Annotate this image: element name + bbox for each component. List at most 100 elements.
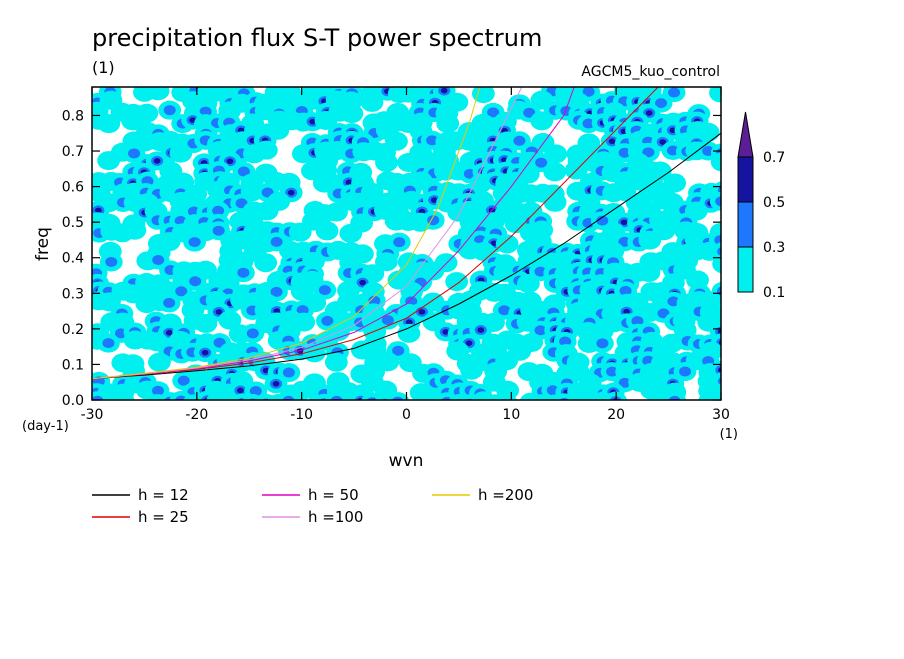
spectrum-cell <box>710 152 721 172</box>
spectrum-cell <box>718 340 721 346</box>
spectrum-cell <box>282 395 295 400</box>
spectrum-cell <box>123 220 147 240</box>
spectrum-cell <box>460 360 483 380</box>
spectrum-cell <box>568 390 592 400</box>
spectrum-cell <box>146 87 170 101</box>
y-tick-label: 0.6 <box>62 180 84 196</box>
spectrum-cell <box>249 401 256 407</box>
spectrum-cell <box>111 391 135 400</box>
spectrum-cell <box>189 117 197 123</box>
series-line-1 <box>92 87 659 380</box>
spectrum-cell <box>262 367 270 374</box>
spectrum-cell <box>623 308 630 315</box>
spectrum-cell <box>324 352 348 372</box>
spectrum-cell <box>206 392 229 400</box>
spectrum-cell <box>717 246 721 257</box>
spectrum-cell <box>255 201 279 221</box>
spectrum-cell <box>516 273 540 293</box>
spectrum-cell <box>254 140 278 160</box>
spectrum-cell <box>466 401 473 407</box>
spectrum-cell <box>321 315 334 326</box>
spectrum-cell <box>345 179 353 186</box>
spectrum-cell <box>212 225 225 236</box>
spectrum-cell <box>169 143 193 163</box>
spectrum-cell <box>668 395 681 400</box>
chart-title: precipitation flux S-T power spectrum <box>92 24 542 52</box>
spectrum-cell <box>430 197 438 203</box>
spectrum-cell <box>606 366 619 377</box>
colorbar-label: 0.1 <box>763 285 785 301</box>
colorbar-label: 0.7 <box>763 150 785 166</box>
spectrum-cell <box>92 395 104 400</box>
spectrum-cell <box>359 279 366 286</box>
spectrum-cell <box>254 253 278 273</box>
spectrum-cell <box>559 336 572 347</box>
spectrum-cell <box>582 118 595 129</box>
spectrum-cell <box>717 286 721 296</box>
spectrum-cell <box>382 401 389 407</box>
spectrum-cell <box>608 138 616 145</box>
spectrum-cell <box>309 118 316 125</box>
spectrum-cell <box>618 147 631 158</box>
y-tick-label: 0.8 <box>62 108 84 124</box>
spectrum-cell <box>325 202 348 222</box>
spectrum-cell <box>717 376 721 386</box>
spectrum-cell <box>325 391 349 400</box>
spectrum-cell <box>596 338 609 349</box>
spectrum-cell <box>620 219 628 226</box>
spectrum-cell <box>543 162 567 182</box>
spectrum-cell <box>663 391 687 400</box>
spectrum-cell <box>282 367 295 378</box>
spectrum-cell <box>215 309 223 315</box>
y-axis-label: freq <box>33 227 53 261</box>
series-line-3 <box>92 87 523 380</box>
spectrum-cell <box>645 110 653 116</box>
spectrum-cell <box>717 328 721 335</box>
legend-label: h =100 <box>308 508 363 526</box>
spectrum-cell <box>561 400 568 406</box>
spectrum-cell <box>97 114 121 134</box>
spectrum-cell <box>360 92 384 112</box>
spectrum-cell <box>153 158 161 164</box>
x-axis-unit: (1) <box>720 427 738 442</box>
spectrum-cell <box>121 111 144 131</box>
spectrum-cell <box>263 401 270 407</box>
spectrum-cell <box>619 285 632 296</box>
x-tick-label: 30 <box>712 407 730 423</box>
spectrum-cell <box>97 151 120 171</box>
spectrum-cell <box>148 352 171 372</box>
spectrum-cell <box>530 111 554 131</box>
spectrum-cell <box>288 222 312 242</box>
spectrum-cell <box>194 313 218 333</box>
y-axis-unit: (day-1) <box>22 419 69 434</box>
spectrum-cell <box>495 234 519 254</box>
spectrum-cell <box>471 391 495 400</box>
chart-subtitle-left: (1) <box>92 58 115 77</box>
series-line-2 <box>92 87 575 380</box>
legend-label: h =200 <box>478 486 533 504</box>
spectrum-cell <box>175 286 188 297</box>
spectrum-cell <box>445 272 469 292</box>
spectrum-cell <box>405 296 418 307</box>
spectrum-cell <box>339 223 363 243</box>
spectrum-cell <box>440 87 448 94</box>
spectrum-cell <box>618 236 631 247</box>
spectrum-cell <box>314 111 338 131</box>
colorbar: 0.1 0.3 0.5 0.7 <box>737 111 785 301</box>
spectrum-cell <box>477 327 485 333</box>
x-tick-label: 20 <box>607 407 625 423</box>
spectrum-cell <box>270 286 283 297</box>
x-tick-label: 0 <box>402 407 411 423</box>
spectrum-cell <box>296 305 309 316</box>
spectrum-cell <box>392 396 404 400</box>
colorbar-segment <box>737 246 754 293</box>
spectrum-cell <box>212 205 225 216</box>
spectrum-cell <box>715 196 721 207</box>
spectrum-cell <box>513 135 526 146</box>
spectrum-cell <box>188 237 201 248</box>
x-tick-label: -20 <box>185 407 208 423</box>
spectrum-cell <box>105 256 118 267</box>
spectrum-cell <box>165 329 173 336</box>
spectrum-cell <box>498 305 511 316</box>
